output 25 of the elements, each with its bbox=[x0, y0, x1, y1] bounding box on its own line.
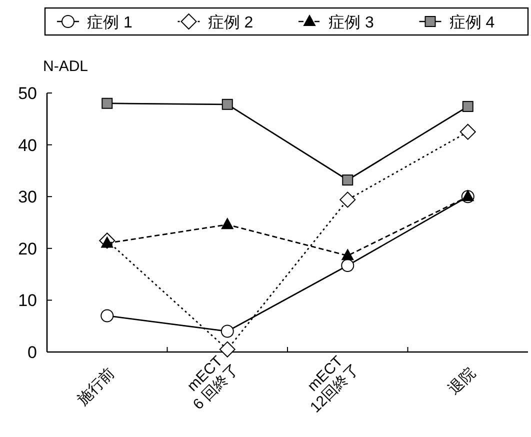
point bbox=[222, 98, 233, 110]
point bbox=[342, 249, 354, 260]
point bbox=[221, 218, 234, 230]
point bbox=[219, 341, 236, 358]
legend-label: 症例 3 bbox=[328, 14, 374, 32]
legend-label: 症例 4 bbox=[449, 14, 495, 32]
point bbox=[102, 98, 113, 109]
y-tick-label: 50 bbox=[18, 84, 37, 103]
point bbox=[341, 258, 354, 272]
y-tick-label: 10 bbox=[18, 291, 37, 310]
legend-label: 症例 2 bbox=[208, 14, 254, 32]
y-tick-label: 20 bbox=[18, 239, 37, 258]
y-axis-title: N-ADL bbox=[43, 58, 88, 75]
point bbox=[340, 192, 356, 208]
x-tick-label: 施行前 bbox=[74, 364, 118, 409]
point bbox=[462, 100, 474, 112]
y-tick-label: 0 bbox=[28, 343, 37, 362]
y-tick-label: 40 bbox=[18, 136, 37, 155]
legend-label: 症例 1 bbox=[87, 14, 132, 32]
x-tick-label: 退院 bbox=[445, 364, 479, 398]
point bbox=[100, 309, 114, 322]
point bbox=[460, 124, 476, 140]
point bbox=[220, 324, 234, 338]
point bbox=[342, 174, 354, 186]
y-tick-label: 30 bbox=[18, 188, 37, 207]
